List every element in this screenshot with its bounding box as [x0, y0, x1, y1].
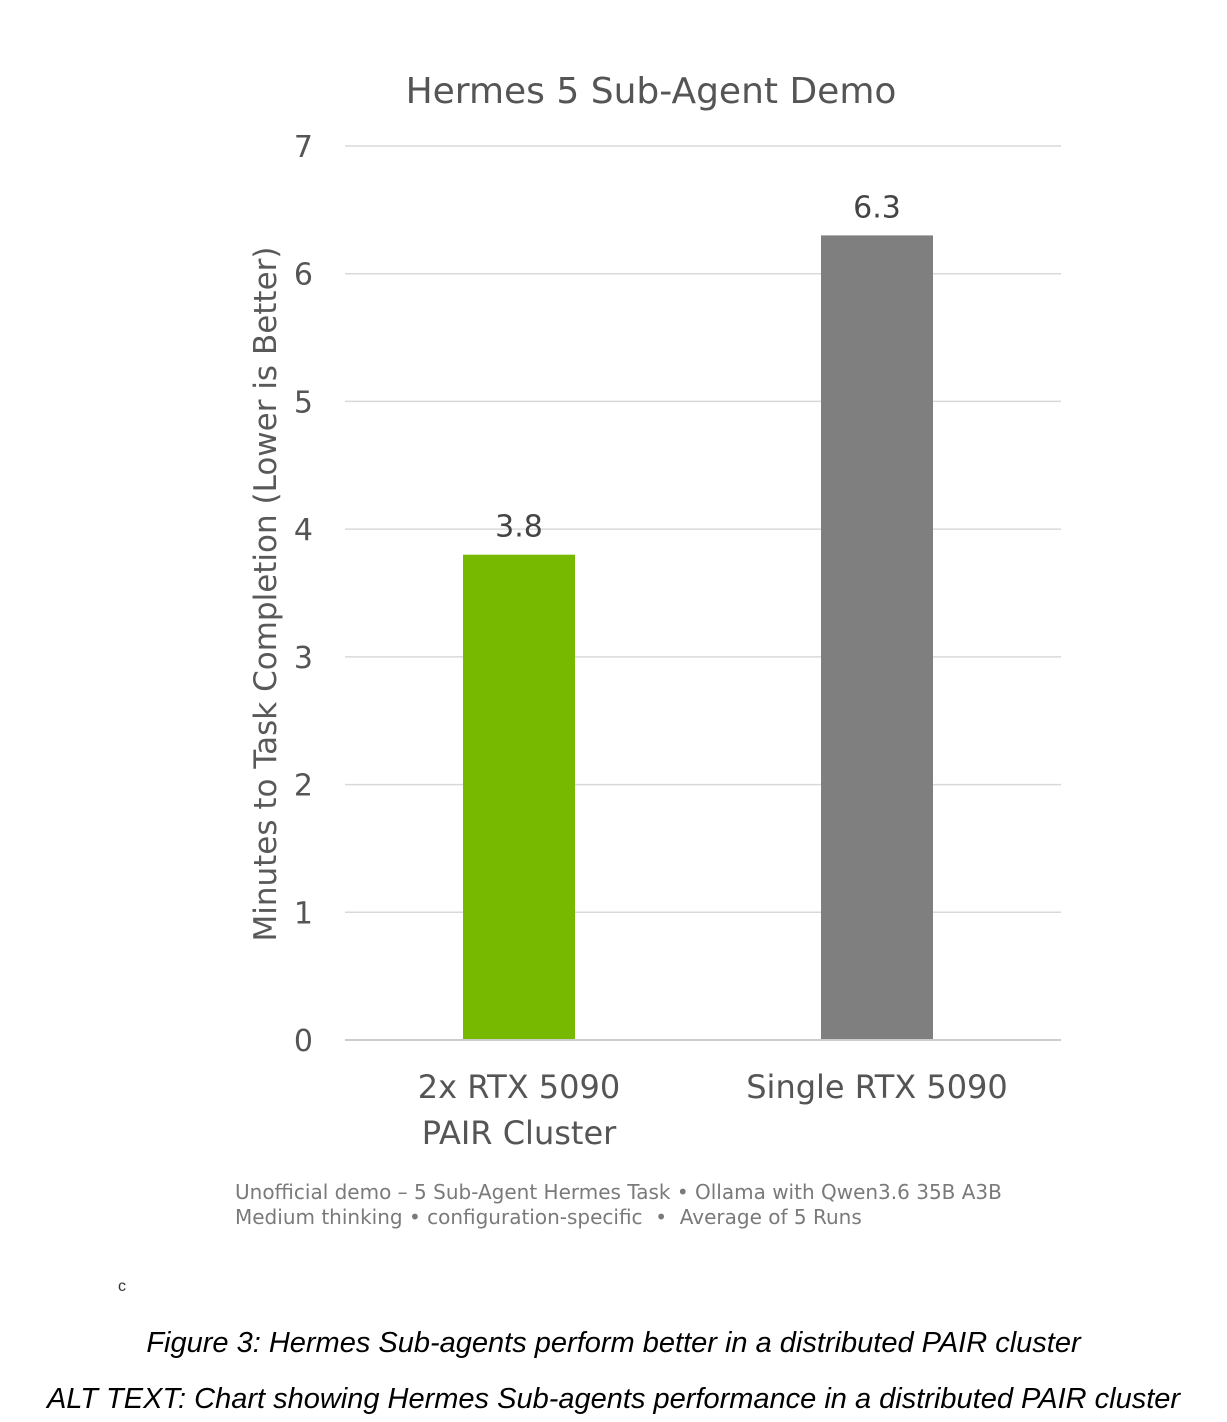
y-tick-labels: 0 1 2 3 4 5 6 7 — [294, 130, 313, 1059]
gridlines — [345, 145, 1061, 914]
bars — [463, 235, 933, 1040]
data-labels: 3.8 6.3 — [495, 190, 901, 544]
y-tick-label: 2 — [294, 769, 313, 804]
y-tick-label: 7 — [294, 130, 313, 165]
data-label: 6.3 — [853, 190, 901, 225]
data-label: 3.8 — [495, 510, 543, 545]
stray-mark: c — [118, 1278, 126, 1295]
bar — [821, 235, 933, 1040]
y-tick-label: 6 — [294, 258, 313, 293]
alt-text-caption: ALT TEXT: Chart showing Hermes Sub-agent… — [46, 1383, 1181, 1415]
chart-footnote: Unofficial demo – 5 Sub-Agent Hermes Tas… — [235, 1180, 1135, 1230]
y-tick-label: 5 — [294, 385, 313, 420]
footnote-line-1: Unofficial demo – 5 Sub-Agent Hermes Tas… — [235, 1180, 1002, 1204]
footnote-line-2: Medium thinking • configuration-specific… — [235, 1205, 862, 1229]
category-label: 2x RTX 5090 PAIR Cluster — [418, 1068, 620, 1152]
y-tick-label: 4 — [294, 513, 313, 548]
category-labels: 2x RTX 5090 PAIR Cluster Single RTX 5090 — [418, 1068, 1008, 1152]
y-axis-label: Minutes to Task Completion (Lower is Bet… — [248, 246, 284, 941]
y-tick-label: 0 — [294, 1024, 313, 1059]
chart-title: Hermes 5 Sub-Agent Demo — [406, 71, 897, 112]
y-tick-label: 3 — [294, 641, 313, 676]
bar-chart: Hermes 5 Sub-Agent Demo 0 1 2 3 4 5 6 7 Minutes… — [248, 71, 1061, 1152]
y-tick-label: 1 — [294, 896, 313, 931]
bar — [463, 554, 575, 1040]
category-label: Single RTX 5090 — [746, 1068, 1008, 1106]
figure-caption: Figure 3: Hermes Sub-agents perform bett… — [146, 1327, 1081, 1359]
